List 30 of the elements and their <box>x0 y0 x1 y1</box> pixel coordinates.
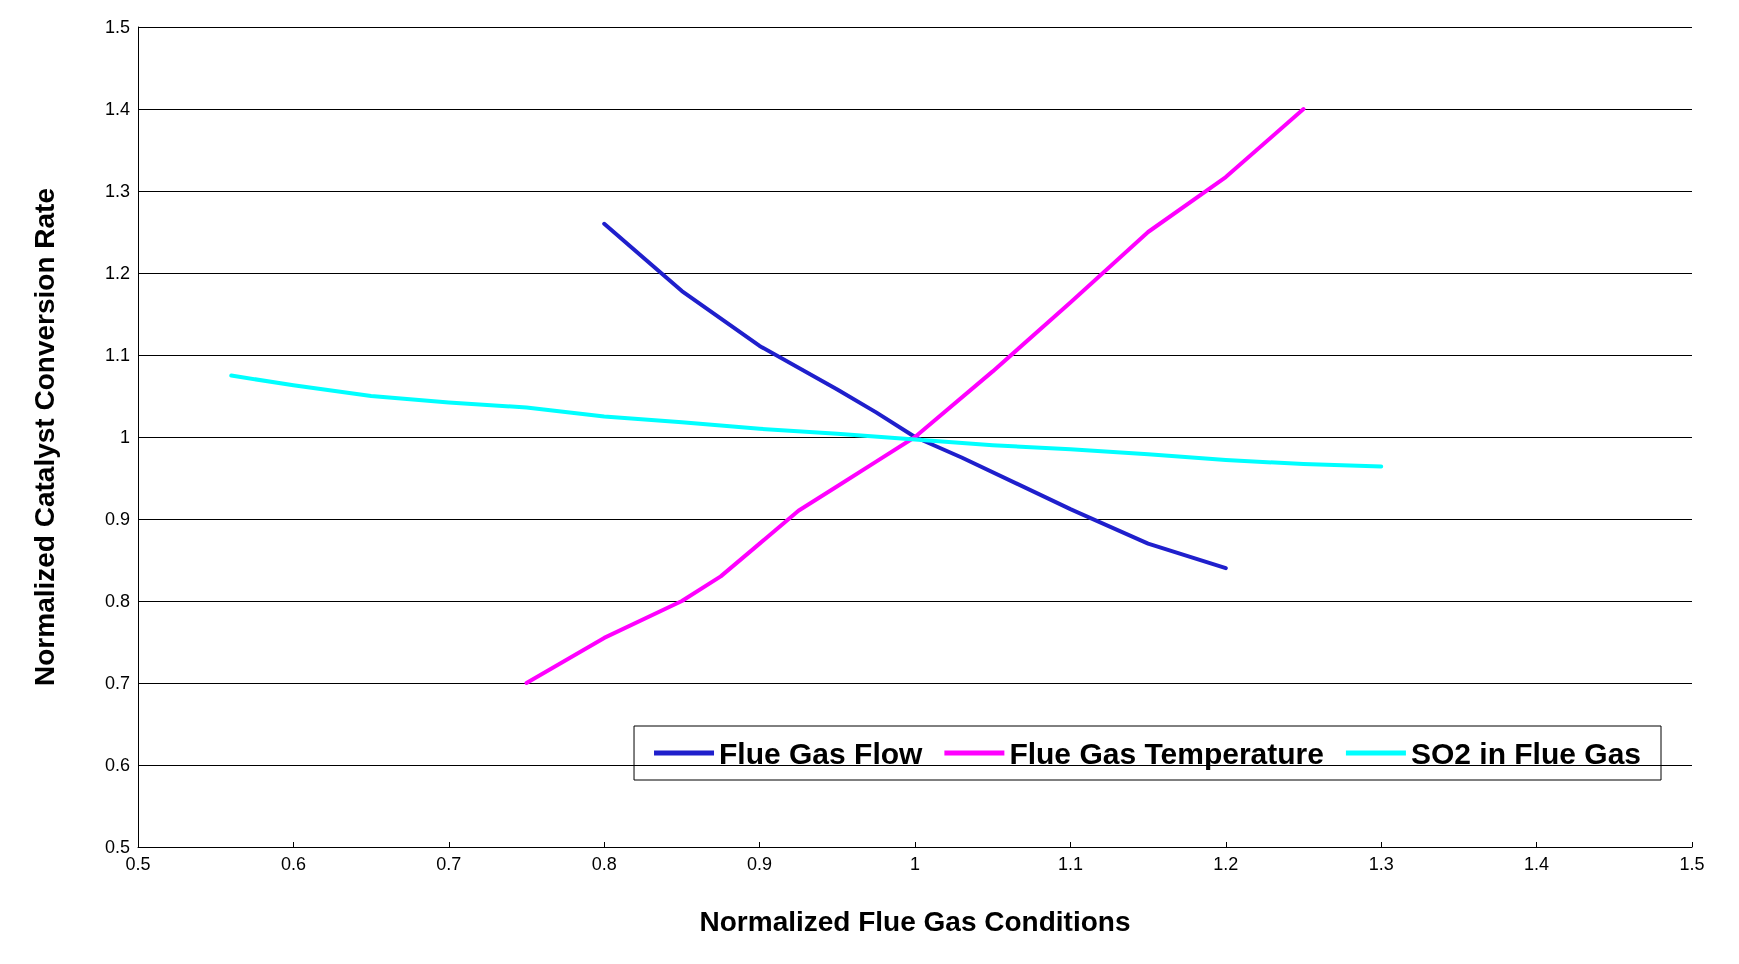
y-tick-label: 1.1 <box>104 345 130 365</box>
x-tick-label: 1.2 <box>1213 854 1239 874</box>
y-tick-label: 0.5 <box>104 837 130 857</box>
y-tick-label: 0.8 <box>104 591 130 611</box>
y-tick-label: 1.3 <box>104 181 130 201</box>
x-tick-label: 0.8 <box>591 854 617 874</box>
y-tick-label: 0.6 <box>104 755 130 775</box>
line-series <box>229 373 1384 469</box>
y-tick-label: 0.7 <box>104 673 130 693</box>
legend-label: Flue Gas Flow <box>719 736 924 770</box>
y-tick-label: 0.9 <box>104 509 130 529</box>
x-tick-label: 0.9 <box>747 854 773 874</box>
x-tick-label: 1.1 <box>1057 854 1083 874</box>
line-series <box>524 107 1306 685</box>
x-tick-label: 0.7 <box>436 854 462 874</box>
y-tick-label: 1.4 <box>104 99 130 119</box>
y-axis-title: Normalized Catalyst Conversion Rate <box>28 188 60 686</box>
x-tick-label: 0.5 <box>125 854 151 874</box>
legend-label: SO2 in Flue Gas <box>1410 736 1642 770</box>
x-tick-label: 1.3 <box>1368 854 1394 874</box>
y-tick-label: 1 <box>119 427 130 447</box>
x-tick-label: 1.5 <box>1679 854 1705 874</box>
y-tick-label: 1.5 <box>104 17 130 37</box>
legend-label: Flue Gas Temperature <box>1009 736 1324 770</box>
x-tick-label: 1 <box>909 854 921 874</box>
line-series <box>602 221 1228 571</box>
x-tick-label: 1.4 <box>1524 854 1550 874</box>
x-tick-label: 0.6 <box>280 854 306 874</box>
x-axis-title: Normalized Flue Gas Conditions <box>699 905 1131 937</box>
y-tick-label: 1.2 <box>104 263 130 283</box>
